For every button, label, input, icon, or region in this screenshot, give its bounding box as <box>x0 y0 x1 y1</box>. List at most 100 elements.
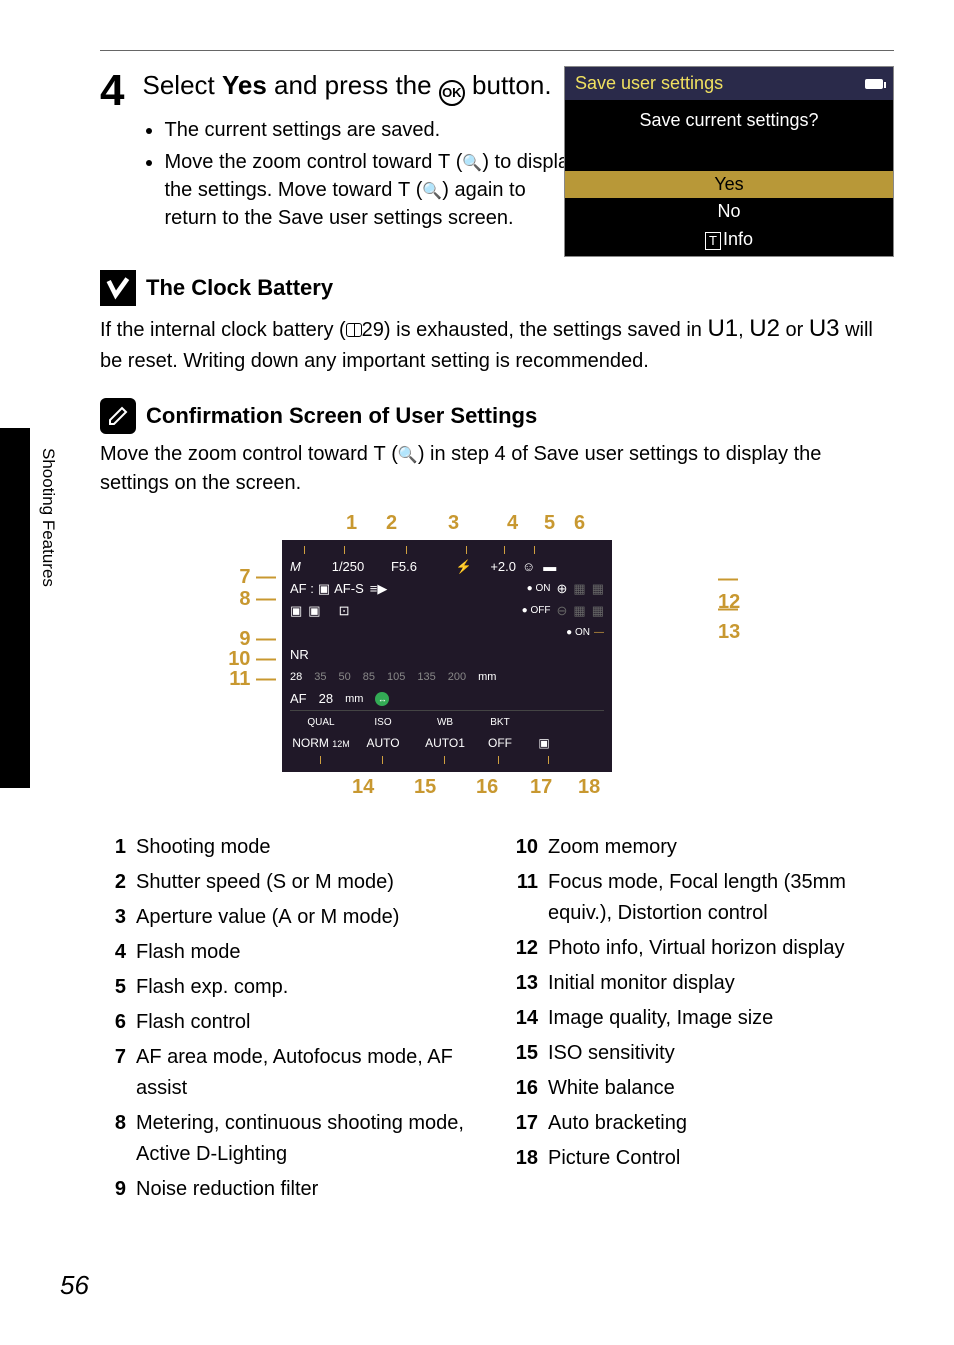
grid1-icon: ▦ <box>573 581 585 597</box>
dn13: — 13 <box>712 598 740 644</box>
dim-g1-icon: ▦ <box>573 603 585 619</box>
dlight-icon: ⊡ <box>339 603 350 619</box>
step-bullets: The current settings are saved. Move the… <box>142 116 582 232</box>
lt13: Initial monitor display <box>548 968 735 999</box>
step-title-pre: Select <box>142 70 222 100</box>
u1: U1 <box>707 315 738 342</box>
legend-col-left: 1 Shooting mode 2 Shutter speed (S or M mo… <box>100 832 482 1209</box>
light-icon: ≡▶ <box>370 581 388 597</box>
dn8t: 8 <box>239 588 250 610</box>
cf-bold: Save user settings <box>533 443 698 465</box>
warning-icon <box>100 270 136 306</box>
cf-b: ( <box>386 443 398 465</box>
lt15: ISO sensitivity <box>548 1038 675 1069</box>
t-icon: T <box>705 232 721 250</box>
d-85: 85 <box>363 671 375 683</box>
ct-d: or <box>780 319 809 341</box>
lt10: Zoom memory <box>548 832 677 863</box>
ct-a: If the internal clock battery ( <box>100 319 346 341</box>
ln3: 3 <box>100 902 126 933</box>
ln13: 13 <box>512 968 538 999</box>
lt5: Flash exp. comp. <box>136 972 288 1003</box>
confirmation-section: Confirmation Screen of User Settings Mov… <box>100 398 894 498</box>
dn7: 7 — <box>239 566 282 589</box>
l3b: mode) <box>337 906 399 928</box>
lt1: Shooting mode <box>136 832 271 863</box>
d-ap: F5.6 <box>376 559 432 574</box>
l3o: or <box>292 906 321 928</box>
diag-row-6: NORM 12M AUTO AUTO1 OFF ▣ <box>290 732 604 754</box>
lt4: Flash mode <box>136 937 241 968</box>
diag-row-1: M 1/250 F5.6 ⚡ +2.0 ☺ ▬ <box>290 556 604 578</box>
confirm-title: Confirmation Screen of User Settings <box>146 403 537 429</box>
lt2: Shutter speed (S or M mode) <box>136 867 394 898</box>
d-105: 105 <box>387 671 405 683</box>
bullet-2: Move the zoom control toward T (🔍) to di… <box>164 148 582 232</box>
diagram-bottom-numbers: 14 15 16 17 18 <box>282 776 712 804</box>
lt9: Noise reduction filter <box>136 1174 318 1205</box>
d-mm4: mm <box>478 671 496 683</box>
u2: U2 <box>749 315 780 342</box>
l2s: S <box>273 871 286 893</box>
d-ev: +2.0 <box>472 559 516 574</box>
ct-ref: 29 <box>362 319 384 341</box>
lt16: White balance <box>548 1073 675 1104</box>
d-shutter: 1/250 <box>320 559 376 574</box>
bullet-1: The current settings are saved. <box>164 116 582 144</box>
b2-t2: T <box>398 179 410 201</box>
d-35: 35 <box>314 671 326 683</box>
d-mm5: mm <box>345 693 363 705</box>
u3: U3 <box>809 315 840 342</box>
diag-row-2: AF : ▣ AF-S ≡▶ ● ON ⊕ ▦ ▦ <box>290 578 604 600</box>
lt18: Picture Control <box>548 1143 680 1174</box>
dn11t: 11 <box>229 668 250 690</box>
ln10: 10 <box>512 832 538 863</box>
diag-bot-ticks <box>290 754 604 764</box>
lt12: Photo info, Virtual horizon display <box>548 933 844 964</box>
d-off: OFF <box>531 605 551 616</box>
ln5: 5 <box>100 972 126 1003</box>
dn9t: 9 <box>239 628 250 650</box>
l3a: Aperture value ( <box>136 906 278 928</box>
dn6: 6 <box>574 512 585 535</box>
lt14: Image quality, Image size <box>548 1003 773 1034</box>
d-50: 50 <box>339 671 351 683</box>
ln8: 8 <box>100 1108 126 1170</box>
ln2: 2 <box>100 867 126 898</box>
ln11: 11 <box>512 867 538 929</box>
dialog-title: Save user settings <box>575 73 723 94</box>
d-fl: 28 <box>319 691 333 706</box>
ln12: 12 <box>512 933 538 964</box>
dn10t: 10 <box>228 648 250 670</box>
dn4: 4 <box>507 512 518 535</box>
cont-icon: ▣ <box>308 603 320 619</box>
dim-g2-icon: ▦ <box>592 603 604 619</box>
d-wb: WB <box>414 717 476 728</box>
page-number: 56 <box>60 1270 89 1301</box>
cf-c: ) in step 4 of <box>418 443 534 465</box>
d-nr: NR <box>290 647 309 662</box>
d-af5: AF <box>290 691 307 706</box>
face-icon: ☺ <box>522 559 535 574</box>
top-rule <box>100 50 894 51</box>
cf-a: Move the zoom control toward <box>100 443 373 465</box>
dialog-yes: Yes <box>565 171 893 198</box>
book-icon <box>346 323 362 337</box>
ln15: 15 <box>512 1038 538 1069</box>
battery-icon <box>865 79 883 89</box>
d-auto: AUTO <box>352 736 414 750</box>
dn11: 11 — <box>229 668 282 691</box>
lt11: Focus mode, Focal length (35mm equiv.), … <box>548 867 894 929</box>
lt17: Auto bracketing <box>548 1108 687 1139</box>
step-number: 4 <box>100 69 124 113</box>
ln9: 9 <box>100 1174 126 1205</box>
lt3: Aperture value (A or M mode) <box>136 902 399 933</box>
magnify-icon: 🔍 <box>462 153 482 175</box>
lt6: Flash control <box>136 1007 251 1038</box>
b2-t1: T <box>438 151 450 173</box>
ln7: 7 <box>100 1042 126 1104</box>
grid2-icon: ▦ <box>592 581 604 597</box>
legend-col-right: 10 Zoom memory 11Focus mode, Focal length… <box>512 832 894 1209</box>
dn5: 5 <box>544 512 555 535</box>
ln1: 1 <box>100 832 126 863</box>
